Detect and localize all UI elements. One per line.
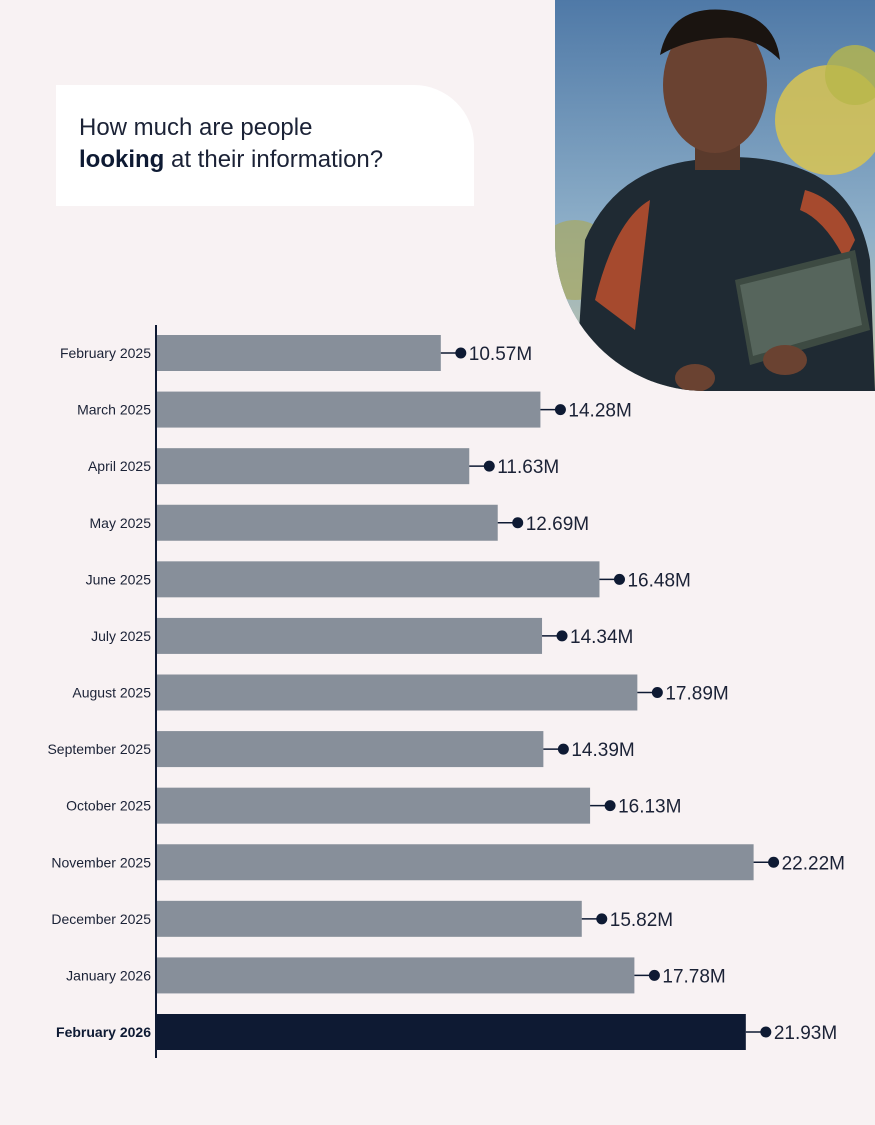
bar [157, 391, 541, 428]
bar-marker-dot [604, 800, 616, 812]
title-line-1: How much are people [79, 114, 313, 141]
category-label: June 2025 [86, 571, 152, 587]
data-label: 14.34M [570, 627, 633, 648]
bar-marker-dot [648, 969, 660, 981]
category-label: July 2025 [91, 628, 151, 644]
category-label: August 2025 [72, 685, 151, 701]
data-label: 17.89M [665, 684, 728, 705]
bar [157, 787, 591, 824]
category-label: September 2025 [47, 741, 151, 757]
data-label: 12.69M [526, 514, 589, 535]
bar [157, 561, 600, 598]
bar [157, 900, 582, 937]
bar [157, 504, 498, 541]
bar-marker-dot [760, 1026, 772, 1038]
category-label: December 2025 [51, 911, 151, 927]
bars-layer: February 2025 10.57M March 2025 14.28M April… [47, 335, 845, 1050]
category-label: April 2025 [88, 458, 151, 474]
title-line-2-rest: at their information? [164, 146, 384, 173]
bar-marker-dot [768, 856, 780, 868]
bar-marker-dot [455, 347, 467, 359]
bar-marker-dot [557, 743, 569, 755]
data-label: 22.22M [782, 853, 845, 874]
category-label: January 2026 [66, 967, 151, 983]
bar-marker-dot [651, 687, 663, 698]
bar [157, 844, 754, 881]
data-label: 15.82M [610, 910, 673, 931]
data-label: 11.63M [497, 457, 559, 478]
data-label: 14.39M [571, 740, 634, 761]
data-label: 17.78M [662, 966, 725, 987]
bar [157, 335, 441, 371]
title-card: How much are people looking at their inf… [56, 85, 474, 206]
title-line-2: looking at their information? [79, 144, 474, 176]
category-label: November 2025 [51, 854, 151, 870]
data-label: 14.28M [568, 401, 631, 422]
bar [157, 674, 638, 711]
bar [157, 957, 635, 994]
data-label: 10.57M [469, 344, 532, 365]
data-label: 21.93M [774, 1023, 837, 1044]
data-label: 16.48M [627, 570, 690, 591]
bar-marker-dot [556, 630, 568, 642]
bar-marker-dot [554, 404, 566, 416]
bar [157, 731, 544, 768]
data-label: 16.13M [618, 797, 681, 818]
bar-marker-dot [483, 460, 495, 472]
title-emphasis: looking [79, 146, 165, 173]
photo-illustration [555, 0, 875, 391]
bar-marker-dot [512, 517, 524, 529]
category-label: February 2026 [56, 1024, 151, 1040]
category-label: March 2025 [77, 402, 151, 418]
category-label: May 2025 [90, 515, 152, 531]
category-label: October 2025 [66, 798, 151, 814]
person-with-tablet-photo [555, 0, 875, 391]
bar [157, 617, 543, 654]
bar-marker-dot [596, 913, 608, 925]
bar-marker-dot [613, 573, 625, 585]
category-label: February 2025 [60, 345, 151, 361]
bar [157, 448, 470, 485]
bar [157, 1014, 746, 1050]
